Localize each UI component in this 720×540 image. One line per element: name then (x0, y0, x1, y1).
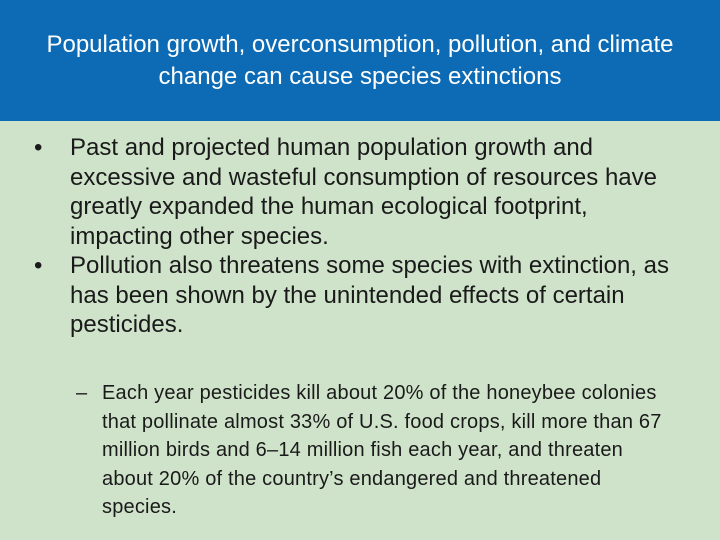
sub-bullet-item: – Each year pesticides kill about 20% of… (76, 379, 676, 522)
sub-bullet-list: – Each year pesticides kill about 20% of… (76, 379, 676, 522)
bullet-text: Past and projected human population grow… (70, 134, 657, 250)
bullet-list: • Past and projected human population gr… (34, 133, 684, 340)
sub-bullet-text: Each year pesticides kill about 20% of t… (102, 382, 662, 518)
bullet-item: • Pollution also threatens some species … (34, 251, 684, 340)
bullet-marker: • (34, 134, 43, 161)
slide-content: • Past and projected human population gr… (0, 121, 720, 540)
dash-marker: – (76, 382, 88, 404)
slide-title: Population growth, overconsumption, poll… (46, 30, 674, 90)
bullet-item: • Past and projected human population gr… (34, 133, 684, 251)
title-bar: Population growth, overconsumption, poll… (0, 0, 720, 121)
bullet-text: Pollution also threatens some species wi… (70, 252, 669, 338)
bullet-marker: • (34, 252, 43, 279)
